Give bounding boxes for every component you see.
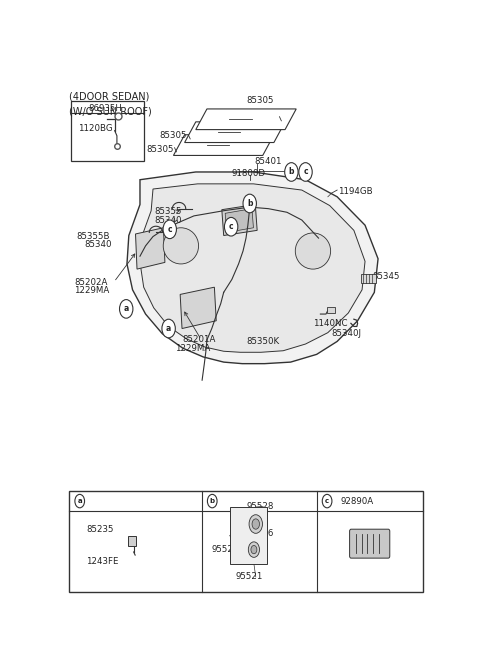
Circle shape bbox=[120, 299, 133, 318]
Text: 92890A: 92890A bbox=[341, 497, 374, 505]
Text: 85350K: 85350K bbox=[246, 338, 279, 346]
Circle shape bbox=[285, 162, 298, 181]
Circle shape bbox=[322, 495, 332, 508]
Text: b: b bbox=[247, 199, 252, 208]
Text: c: c bbox=[229, 222, 233, 231]
Text: 1229MA: 1229MA bbox=[74, 286, 109, 295]
Text: 85401: 85401 bbox=[254, 157, 282, 166]
Circle shape bbox=[299, 162, 312, 181]
Polygon shape bbox=[225, 209, 253, 232]
Circle shape bbox=[243, 194, 256, 213]
Circle shape bbox=[75, 495, 84, 508]
Bar bbox=[128, 537, 136, 546]
Text: 86935H: 86935H bbox=[88, 104, 122, 113]
Text: 85305: 85305 bbox=[246, 96, 274, 105]
Text: 1120BG: 1120BG bbox=[78, 124, 112, 134]
Ellipse shape bbox=[163, 227, 199, 264]
Text: 85201A: 85201A bbox=[183, 336, 216, 344]
Text: a: a bbox=[77, 498, 82, 504]
Text: 1243FE: 1243FE bbox=[86, 558, 119, 566]
Polygon shape bbox=[180, 287, 216, 329]
Text: 85340: 85340 bbox=[84, 240, 112, 250]
Text: b: b bbox=[210, 498, 215, 504]
Polygon shape bbox=[222, 205, 257, 236]
Bar bbox=[230, 507, 267, 564]
Bar bbox=[69, 491, 423, 592]
Text: 85355: 85355 bbox=[155, 207, 182, 216]
Text: (4DOOR SEDAN): (4DOOR SEDAN) bbox=[69, 92, 150, 102]
Text: c: c bbox=[168, 225, 172, 234]
Bar bbox=[71, 101, 144, 160]
Text: 85355B: 85355B bbox=[77, 232, 110, 241]
Text: b: b bbox=[288, 168, 294, 176]
Circle shape bbox=[225, 217, 238, 236]
Text: 95520A: 95520A bbox=[211, 546, 244, 554]
Text: c: c bbox=[325, 498, 329, 504]
Polygon shape bbox=[196, 109, 296, 130]
Polygon shape bbox=[135, 227, 165, 269]
Text: 1194GB: 1194GB bbox=[338, 187, 373, 196]
Text: 95526: 95526 bbox=[246, 529, 274, 538]
Circle shape bbox=[163, 220, 177, 239]
Bar bbox=[361, 274, 376, 283]
Circle shape bbox=[207, 495, 217, 508]
Text: 85345: 85345 bbox=[372, 272, 400, 281]
Text: 1229MA: 1229MA bbox=[175, 344, 211, 353]
Text: (W/O SUN ROOF): (W/O SUN ROOF) bbox=[69, 106, 152, 116]
Text: 95521: 95521 bbox=[235, 572, 263, 581]
Circle shape bbox=[249, 515, 263, 533]
Circle shape bbox=[248, 542, 260, 558]
Text: c: c bbox=[303, 168, 308, 176]
Circle shape bbox=[162, 319, 175, 338]
Text: 1140NC: 1140NC bbox=[313, 319, 348, 328]
Text: a: a bbox=[166, 324, 171, 333]
Circle shape bbox=[251, 546, 257, 554]
Text: 85235: 85235 bbox=[86, 525, 114, 534]
Polygon shape bbox=[173, 135, 274, 156]
Polygon shape bbox=[140, 184, 365, 352]
Polygon shape bbox=[185, 122, 285, 142]
Text: 95528: 95528 bbox=[246, 502, 274, 511]
Text: 85340J: 85340J bbox=[332, 329, 361, 338]
Text: a: a bbox=[123, 305, 129, 313]
FancyBboxPatch shape bbox=[349, 529, 390, 558]
Bar bbox=[327, 307, 335, 313]
Text: 85340: 85340 bbox=[155, 215, 182, 225]
Polygon shape bbox=[127, 172, 378, 364]
Text: 91800D: 91800D bbox=[232, 169, 266, 178]
Text: 85305: 85305 bbox=[159, 131, 186, 140]
Circle shape bbox=[252, 519, 260, 529]
Text: 85305: 85305 bbox=[146, 145, 173, 154]
Ellipse shape bbox=[295, 233, 331, 269]
Text: 85202A: 85202A bbox=[74, 278, 108, 287]
